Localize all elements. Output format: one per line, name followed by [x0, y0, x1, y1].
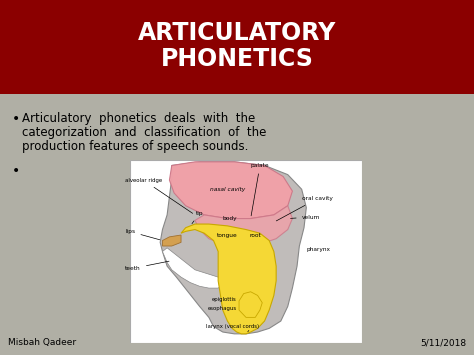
Polygon shape: [163, 235, 181, 246]
Text: pharynx: pharynx: [306, 247, 330, 252]
Polygon shape: [169, 162, 292, 219]
Text: epiglottis: epiglottis: [212, 297, 237, 302]
Text: tongue: tongue: [217, 233, 238, 238]
Text: •: •: [12, 164, 20, 178]
Text: teeth: teeth: [125, 261, 169, 271]
Text: body: body: [222, 217, 237, 222]
Text: larynx (vocal cords): larynx (vocal cords): [206, 324, 259, 329]
Text: Misbah Qadeer: Misbah Qadeer: [8, 338, 76, 347]
Bar: [0, 0, 474, 94]
Text: lips: lips: [125, 229, 160, 240]
Text: categorization  and  classification  of  the: categorization and classification of the: [22, 126, 266, 139]
Polygon shape: [160, 162, 306, 334]
Text: root: root: [249, 233, 261, 238]
Text: tip: tip: [192, 211, 203, 224]
Polygon shape: [195, 206, 292, 246]
Text: esophagus: esophagus: [208, 306, 237, 311]
Text: 5/11/2018: 5/11/2018: [420, 338, 466, 347]
Text: production features of speech sounds.: production features of speech sounds.: [22, 140, 248, 153]
Polygon shape: [239, 292, 262, 317]
Text: •: •: [12, 112, 20, 126]
Text: velum: velum: [291, 214, 320, 219]
Text: alveolar ridge: alveolar ridge: [125, 178, 192, 213]
Text: palate: palate: [251, 163, 269, 216]
Text: PHONETICS: PHONETICS: [161, 47, 313, 71]
Polygon shape: [181, 224, 276, 334]
Polygon shape: [163, 248, 223, 288]
Text: ARTICULATORY: ARTICULATORY: [138, 21, 336, 45]
Text: Articulatory  phonetics  deals  with  the: Articulatory phonetics deals with the: [22, 112, 255, 125]
Text: oral cavity: oral cavity: [276, 196, 333, 221]
Text: nasal cavity: nasal cavity: [210, 187, 245, 192]
